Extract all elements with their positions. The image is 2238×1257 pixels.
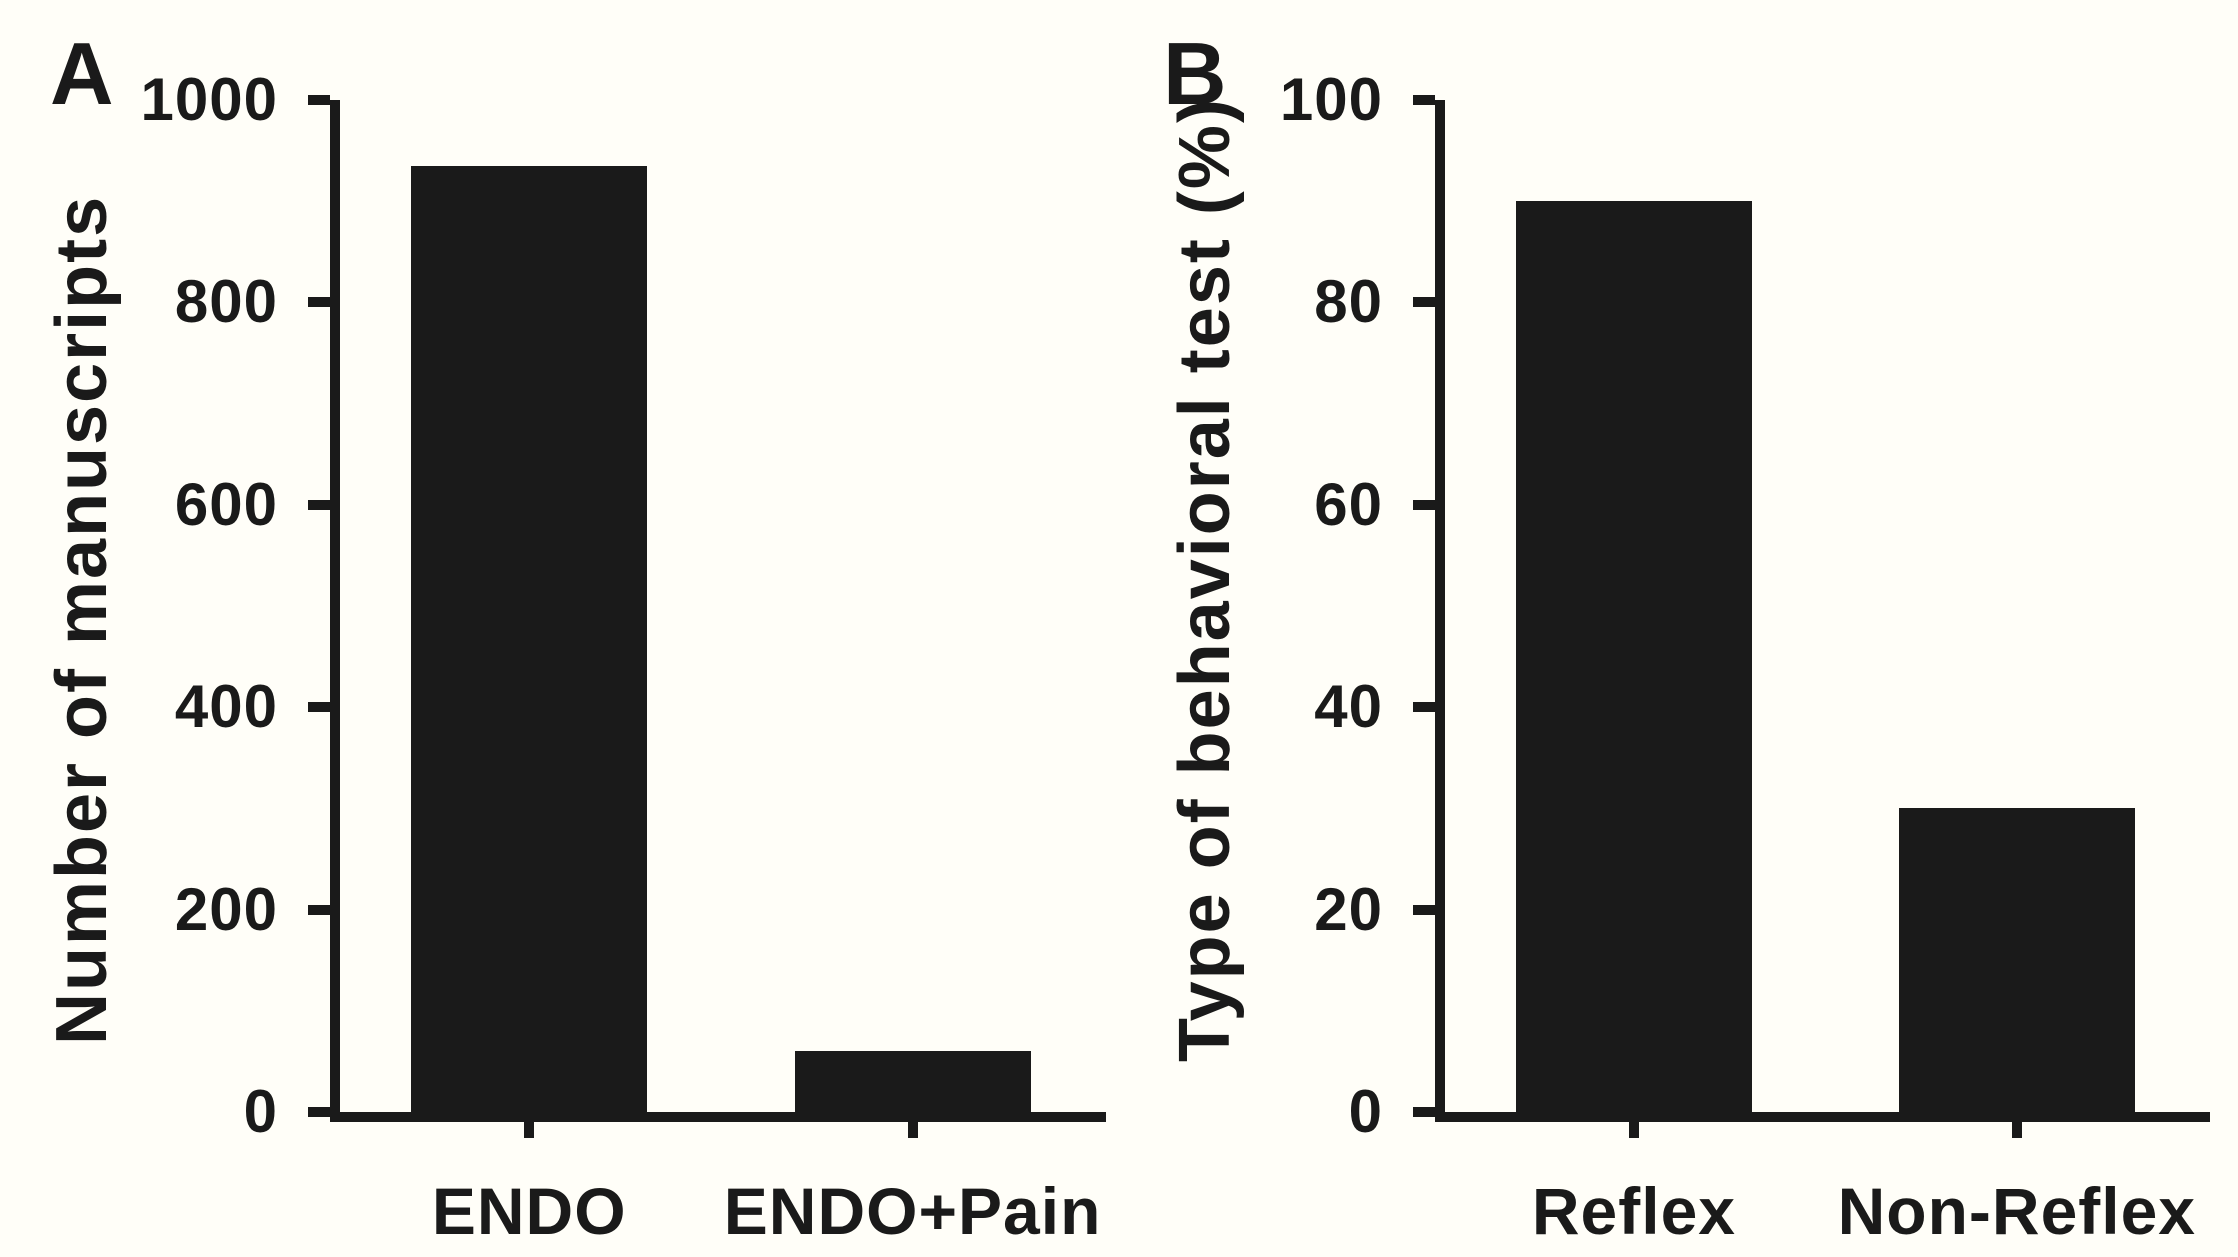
y-tick-mark xyxy=(308,702,330,713)
bar xyxy=(794,1051,1031,1112)
y-tick-label: 80 xyxy=(1314,268,1383,336)
y-tick-label: 100 xyxy=(1279,66,1383,133)
y-tick-label: 800 xyxy=(174,268,278,336)
y-tick-label: 0 xyxy=(243,1078,278,1145)
y-tick-label: 400 xyxy=(174,673,278,741)
y-tick-label: 60 xyxy=(1314,470,1383,538)
y-tick-mark xyxy=(1413,904,1435,915)
x-tick-label-endo-pain: ENDO+Pain xyxy=(723,1174,1102,1248)
panel-label-b: B xyxy=(1163,24,1228,123)
x-tick-mark xyxy=(524,1102,535,1138)
y-tick-mark xyxy=(308,1107,330,1117)
plot-area-a: ENDO ENDO+Pain 0 200 400 600 800 1000 xyxy=(141,69,1106,1244)
x-tick-label-endo: ENDO xyxy=(431,1174,627,1248)
bar xyxy=(1516,201,1752,1112)
y-tick-label: 40 xyxy=(1314,673,1383,741)
y-tick-mark xyxy=(1413,499,1435,510)
y-tick-label: 600 xyxy=(174,470,278,538)
x-tick-mark xyxy=(1628,1102,1639,1138)
y-tick-mark xyxy=(1413,95,1435,105)
x-tick-mark xyxy=(907,1102,918,1138)
plot-area-b: Reflex Non-Reflex 0 20 40 60 80 100 xyxy=(1280,69,2210,1244)
y-tick-label: 0 xyxy=(1348,1078,1383,1145)
y-tick-mark xyxy=(308,297,330,308)
bar xyxy=(1899,808,2135,1112)
x-tick-label-reflex: Reflex xyxy=(1531,1174,1737,1248)
panel-label-a: A xyxy=(50,24,115,123)
y-tick-label: 1000 xyxy=(140,66,278,133)
x-tick-label-non-reflex: Non-Reflex xyxy=(1837,1174,2197,1248)
x-tick-mark xyxy=(2011,1102,2022,1138)
y-tick-mark xyxy=(1413,297,1435,308)
y-tick-mark xyxy=(308,95,330,105)
bar xyxy=(411,165,648,1112)
y-tick-mark xyxy=(308,904,330,915)
y-tick-mark xyxy=(308,499,330,510)
y-tick-mark xyxy=(1413,702,1435,713)
y-tick-label: 200 xyxy=(174,875,278,943)
y-tick-label: 20 xyxy=(1314,875,1383,943)
y-tick-mark xyxy=(1413,1107,1435,1117)
